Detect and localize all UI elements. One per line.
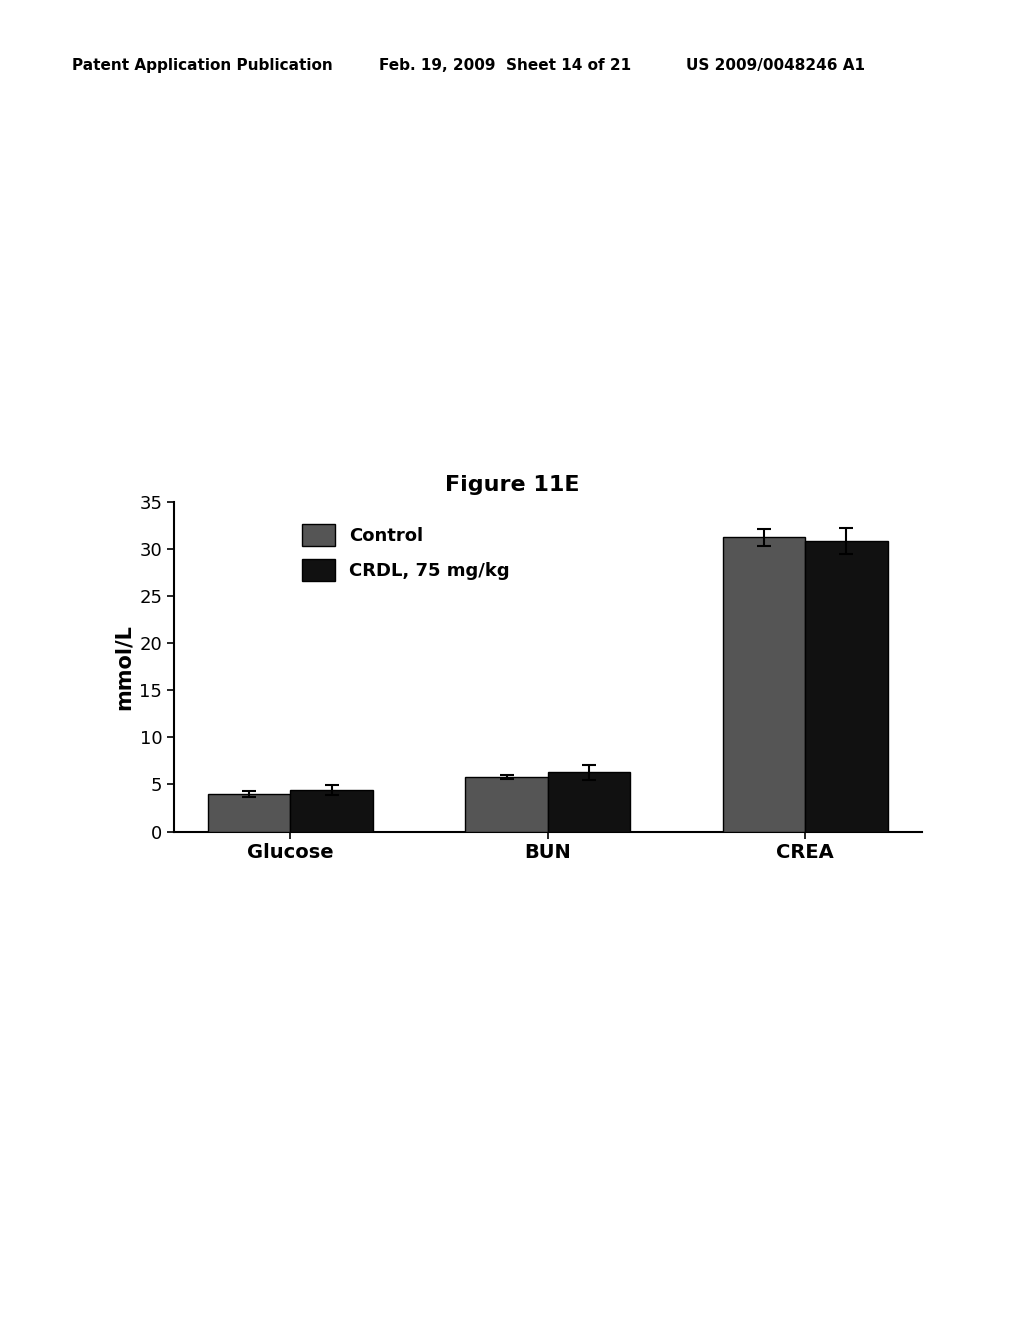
Bar xyxy=(466,777,548,832)
Bar xyxy=(291,791,373,832)
Y-axis label: mmol/L: mmol/L xyxy=(114,623,134,710)
Text: Feb. 19, 2009  Sheet 14 of 21: Feb. 19, 2009 Sheet 14 of 21 xyxy=(379,58,631,73)
Text: Patent Application Publication: Patent Application Publication xyxy=(72,58,333,73)
Bar xyxy=(723,537,805,832)
Text: Figure 11E: Figure 11E xyxy=(444,475,580,495)
Bar xyxy=(805,541,888,832)
Legend: Control, CRDL, 75 mg/kg: Control, CRDL, 75 mg/kg xyxy=(295,517,517,589)
Bar xyxy=(548,772,630,832)
Bar xyxy=(208,793,291,832)
Text: US 2009/0048246 A1: US 2009/0048246 A1 xyxy=(686,58,865,73)
